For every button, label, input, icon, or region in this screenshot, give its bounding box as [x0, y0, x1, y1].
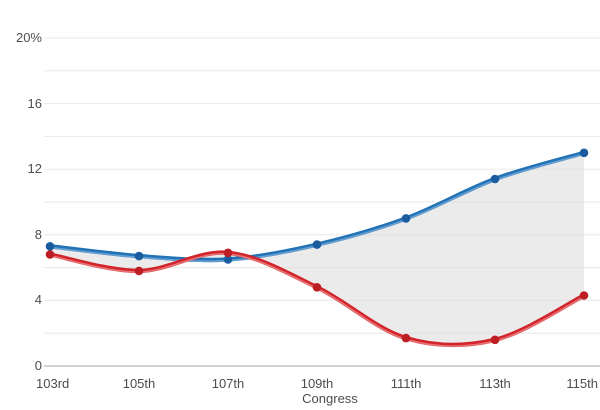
- x-tick-label: 109th: [300, 376, 334, 391]
- red-series-point: [223, 248, 233, 258]
- red-series-point: [579, 291, 589, 300]
- blue-series-point: [312, 240, 322, 249]
- y-tick-label: 8: [34, 226, 42, 242]
- red-series-point: [45, 250, 55, 259]
- y-tick-label: 12: [27, 161, 42, 177]
- x-tick-label: 113th: [479, 376, 511, 391]
- y-tick-label: 4: [34, 292, 42, 308]
- x-tick-label: 107th: [211, 376, 245, 391]
- blue-series-point: [490, 174, 500, 184]
- blue-series-point: [579, 148, 589, 158]
- red-series-point: [312, 283, 322, 292]
- red-series-point: [401, 333, 411, 343]
- y-tick-label: 0: [34, 358, 42, 373]
- blue-series-point: [45, 242, 55, 251]
- x-tick-label: 111th: [390, 376, 422, 391]
- blue-series-point: [223, 255, 233, 264]
- x-tick-label: 115th: [566, 376, 598, 391]
- blue-series-point: [134, 251, 144, 261]
- y-tick-label: 20%: [15, 30, 42, 45]
- blue-series-point: [401, 214, 411, 223]
- red-series-point: [490, 335, 500, 345]
- x-tick-label: 103rd: [36, 376, 70, 391]
- y-tick-label: 16: [27, 95, 42, 111]
- red-series-point: [134, 266, 144, 276]
- x-tick-label: 105th: [122, 376, 156, 391]
- x-axis-title: Congress: [302, 391, 358, 406]
